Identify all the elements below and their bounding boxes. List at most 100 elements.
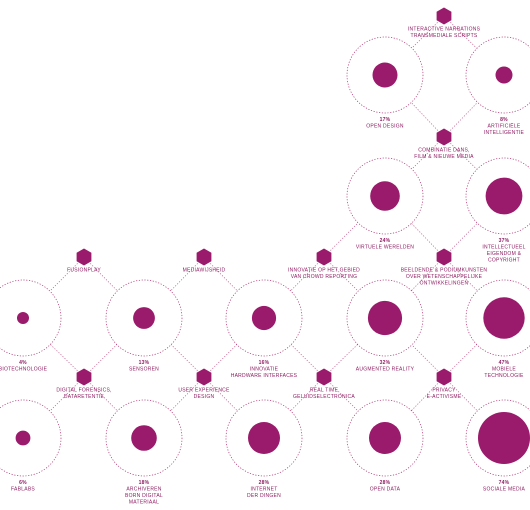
artificial-intelligence-value-dot [495,66,513,84]
augmented-reality-value-dot [367,300,403,336]
fablabs-ring [0,399,62,477]
connector-line [450,263,478,292]
connector-line [330,263,359,292]
connector-line [411,22,438,49]
open-design-label: 17% OPEN DESIGN [366,117,404,130]
connector-line [290,344,318,371]
social-media-value-dot [478,412,530,464]
biotechnology-ring [0,279,62,357]
crowd-reporting-label: INNOVATIE OP HET GEBIED VAN CROWD REPORTI… [288,268,360,281]
fusionplay-label: FUSIONPLAY [67,268,101,274]
dance-film-media-hexagon-icon [436,128,452,146]
biotechnology-label: 4% BIOTECHNOLOGIE [0,360,48,373]
topic-rings [0,36,530,477]
connector-line [450,383,478,412]
born-digital-archiving-label: 18% ARCHIVEREN BORN DIGITAL MATERIAAL [125,480,163,506]
connector-line [50,344,78,371]
connector-line [450,222,478,251]
fablabs-value-dot [15,430,31,446]
open-design-ring [346,36,424,114]
born-digital-archiving-ring [105,399,183,477]
mobile-technology-value-dot [483,297,525,339]
sensors-label: 13% SENSOREN [129,360,159,373]
ip-copyright-label: 37% INTELLECTUEEL EIGENDOM & COPYRIGHT [482,238,525,264]
connector-line [411,143,438,170]
dance-film-media-label: COMBINATIE DANS, FILM & NIEUWE MEDIA [414,148,474,161]
connector-line [330,344,358,371]
sensors-ring [105,279,183,357]
internet-of-things-ring [225,399,303,477]
connector-line [290,383,318,412]
open-design-value-dot [372,62,398,88]
theme-hexagons [76,7,452,386]
connector-line [450,143,478,170]
digital-forensics-hexagon-icon [76,368,92,386]
augmented-reality-label: 32% AUGMENTED REALITY [356,360,415,373]
connector-line [210,383,238,412]
open-data-value-dot [369,422,401,454]
connector-line [290,263,318,292]
connector-line [411,383,438,411]
artificial-intelligence-label: 8% ARTIFICIËLE INTELLIGENTIE [484,117,525,136]
connector-line [410,102,439,131]
fusionplay-hexagon-icon [76,248,92,266]
connector-line [90,383,118,412]
augmented-reality-ring [346,279,424,357]
mobile-technology-ring [465,279,530,357]
social-media-label: 74% SOCIALE MEDIA [483,480,526,493]
virtual-worlds-label: 24% VIRTUELE WERELDEN [356,238,414,251]
connector-line [450,102,478,131]
digital-forensics-label: DIGITAL FORENSICS, DATARETENTIE [56,388,111,401]
sensors-value-dot [133,307,155,329]
connector-line [49,263,78,292]
connector-line [90,344,118,371]
internet-of-things-label: 28% INTERNET DER DINGEN [247,480,281,499]
labels: 17% OPEN DESIGN 8% ARTIFICIËLE INTELLIGENTIE… [0,27,526,506]
media-wisdom-hexagon-icon [196,248,212,266]
connector-line [411,344,438,371]
connector-line [210,344,238,371]
connector-line [49,383,78,412]
mobile-technology-label: 47% MOBIELE TECHNOLOGIE [484,360,524,379]
user-experience-hexagon-icon [196,368,212,386]
connector-line [170,344,198,371]
internet-of-things-value-dot [248,422,280,454]
privacy-activism-label: PRIVACY E-ACTIVISME [427,388,462,401]
artificial-intelligence-ring [465,36,530,114]
open-data-ring [346,399,424,477]
media-wisdom-label: MEDIAWIJSHEID [183,268,226,274]
hardware-interfaces-ring [225,279,303,357]
biotechnology-value-dot [17,312,29,324]
connector-line [170,263,198,292]
connector-line [450,344,478,371]
hardware-interfaces-label: 16% INNOVATIE HARDWARE INTERFACES [231,360,298,379]
privacy-activism-hexagon-icon [436,368,452,386]
ip-copyright-value-dot [485,177,523,215]
connector-line [210,263,238,292]
real-time-electronics-label: REAL TIME GELUIDSELECTRONICA [293,388,355,401]
open-data-label: 28% OPEN DATA [370,480,401,493]
crowd-reporting-hexagon-icon [316,248,332,266]
connector-lines [49,22,478,412]
visual-performing-arts-label: BEELDENDE & PODIUMKUNSTEN OVER WETENSCHAP… [401,268,488,287]
connector-line [411,263,438,291]
social-media-ring [465,399,530,477]
virtual-worlds-value-dot [370,181,400,211]
real-time-electronics-hexagon-icon [316,368,332,386]
connector-line [330,222,359,251]
user-experience-label: USER EXPERIENCE DESIGN [178,388,230,401]
connector-line [170,383,198,412]
fablabs-label: 6% FABLABS [11,480,35,493]
visual-performing-arts-hexagon-icon [436,248,452,266]
hardware-interfaces-value-dot [251,305,277,331]
interactive-narrations-label: INTERACTIVE NARRATIONS TRANSMEDIALE SCRIP… [408,27,481,40]
ip-copyright-ring [465,157,530,235]
virtual-worlds-ring [346,157,424,235]
connector-line [411,223,438,251]
interactive-narrations-hexagon-icon [436,7,452,25]
connector-line [330,383,359,412]
connector-line [90,263,118,292]
connector-line [450,22,478,49]
born-digital-archiving-value-dot [131,425,157,451]
